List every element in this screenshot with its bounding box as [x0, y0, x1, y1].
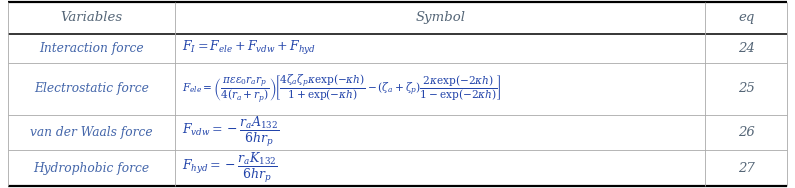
Text: Electrostatic force: Electrostatic force: [34, 82, 149, 95]
Text: 27: 27: [738, 162, 754, 175]
Text: $F_{hyd} = -\dfrac{r_a K_{132}}{6hr_p}$: $F_{hyd} = -\dfrac{r_a K_{132}}{6hr_p}$: [182, 151, 277, 185]
Text: $F_{vdw} = -\dfrac{r_a A_{132}}{6hr_p}$: $F_{vdw} = -\dfrac{r_a A_{132}}{6hr_p}$: [182, 115, 279, 149]
Text: 24: 24: [738, 42, 754, 55]
Text: $F_I = F_{ele} + F_{vdw} + F_{hyd}$: $F_I = F_{ele} + F_{vdw} + F_{hyd}$: [182, 39, 316, 57]
Text: Variables: Variables: [60, 11, 122, 24]
Text: eq: eq: [738, 11, 754, 24]
Text: Interaction force: Interaction force: [40, 42, 144, 55]
Text: van der Waals force: van der Waals force: [30, 126, 153, 139]
Text: Symbol: Symbol: [415, 11, 465, 24]
Text: 26: 26: [738, 126, 754, 139]
Text: $F_{ele} = \left(\dfrac{\pi\varepsilon\varepsilon_0 r_a r_p}{4(r_a+r_p)}\right)\: $F_{ele} = \left(\dfrac{\pi\varepsilon\v…: [182, 72, 502, 105]
Text: Hydrophobic force: Hydrophobic force: [33, 162, 149, 175]
Text: 25: 25: [738, 82, 754, 95]
